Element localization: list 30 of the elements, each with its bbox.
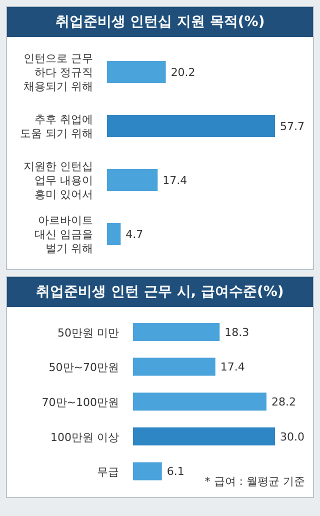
data-label: 6.1 (166, 465, 184, 478)
y-tick-label: 지원한 인턴십 업무 내용이 흥미 있어서 (24, 160, 93, 200)
data-label: 28.2 (271, 396, 296, 409)
bar (107, 223, 121, 245)
chart-title: 취업준비생 인턴 근무 시, 급여수준(%) (7, 277, 313, 307)
y-tick-label: 50만~70만원 (48, 360, 119, 374)
bar (107, 115, 275, 137)
data-label: 57.7 (280, 120, 304, 133)
data-label: 30.0 (280, 430, 304, 444)
y-tick-label: 인턴으로 근무 하다 정규직 채용되기 위해 (24, 52, 93, 92)
bar (133, 392, 266, 411)
annotation: * 급여 : 월평균 기준 (204, 474, 305, 489)
data-label: 17.4 (220, 360, 245, 374)
bar (133, 323, 220, 341)
bar (107, 169, 158, 191)
data-label: 17.4 (162, 174, 188, 187)
bar (133, 358, 216, 376)
y-tick-label: 50만원 미만 (58, 326, 119, 339)
chart-title: 취업준비생 인턴십 지원 목적(%) (7, 7, 313, 37)
data-label: 20.2 (170, 66, 196, 79)
bar (107, 61, 166, 83)
y-tick-label: 70만~100만원 (42, 396, 119, 408)
data-label: 18.3 (224, 326, 250, 339)
y-tick-label: 추후 취업에 도움 되기 위해 (20, 112, 93, 140)
y-tick-label: 아르바이트 대신 임금을 벌기 위해 (34, 214, 93, 254)
data-label: 4.7 (126, 228, 144, 241)
bar (133, 427, 275, 446)
y-tick-label: 무급 (97, 465, 119, 478)
y-tick-label: 100만원 이상 (50, 430, 119, 444)
bar (133, 462, 162, 480)
